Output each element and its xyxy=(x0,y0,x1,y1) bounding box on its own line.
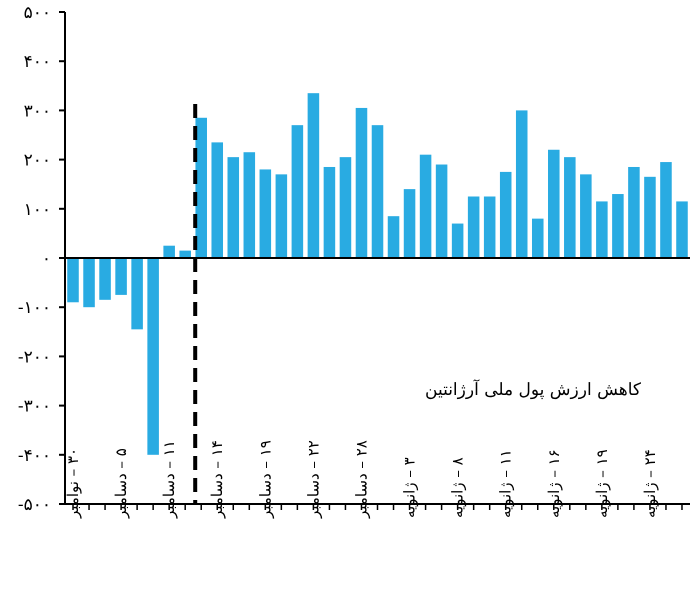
y-tick-label: -۴۰۰ xyxy=(18,446,51,466)
bar xyxy=(259,169,272,258)
bar xyxy=(339,157,352,258)
x-tick-label: ۳۰ – نوامبر xyxy=(64,448,82,519)
bar xyxy=(515,110,528,259)
bar xyxy=(179,250,191,258)
y-axis: ۵۰۰ ۴۰۰ ۳۰۰ ۲۰۰ ۱۰۰ ۰ -۱۰۰ -۲۰۰ -۳۰۰ -۴۰۰ -۵۰۰ xyxy=(18,3,66,515)
bar xyxy=(403,189,416,258)
x-tick-label: ۱۶ – ژانویه xyxy=(545,449,563,518)
bar xyxy=(147,258,159,455)
bar xyxy=(612,194,624,258)
y-tick-label: ۱۰۰ xyxy=(24,200,51,220)
bar xyxy=(163,245,175,258)
y-tick-label: ۲۰۰ xyxy=(24,151,51,171)
bar xyxy=(115,258,127,295)
y-tick-label: ۵۰۰ xyxy=(24,3,51,23)
bar xyxy=(195,117,207,258)
bar xyxy=(596,201,608,258)
bar xyxy=(676,201,688,258)
bar xyxy=(275,174,288,258)
bar xyxy=(131,258,143,330)
y-tick-label: -۲۰۰ xyxy=(18,347,51,367)
x-tick-label: ۱۹ – دسامبر xyxy=(256,440,274,519)
bar xyxy=(323,166,336,258)
bar xyxy=(291,125,304,258)
x-tick-label: ۱۹ – ژانویه xyxy=(593,449,611,518)
y-tick-label: -۳۰۰ xyxy=(18,397,51,417)
bar xyxy=(83,258,95,308)
event-annotation: کاهش ارزش پول ملی آرژانتین xyxy=(425,378,642,400)
bar xyxy=(531,218,544,258)
bar xyxy=(580,174,592,258)
bar xyxy=(307,93,320,259)
bar xyxy=(435,164,448,258)
x-tick-label: ۲۴ – ژانویه xyxy=(641,449,659,518)
event-marker: کاهش ارزش پول ملی آرژانتین xyxy=(193,104,642,504)
bar xyxy=(564,157,576,258)
bar xyxy=(243,152,256,258)
bars-group xyxy=(67,93,688,455)
bar xyxy=(628,166,640,258)
bar xyxy=(419,154,432,258)
y-tick-label: ۳۰۰ xyxy=(24,101,51,121)
y-tick-label: -۱۰۰ xyxy=(18,298,51,318)
bar xyxy=(499,171,512,258)
x-tick-label: ۵ – دسامبر xyxy=(112,448,130,519)
bar xyxy=(371,125,384,258)
y-tick-label: -۵۰۰ xyxy=(18,495,51,515)
bar xyxy=(211,142,224,258)
bar xyxy=(387,216,400,258)
bar xyxy=(467,196,480,258)
bar xyxy=(660,162,672,258)
bar xyxy=(227,157,240,258)
x-tick-label: ۳ – ژانویه xyxy=(401,457,419,518)
x-tick-label: ۱۱ – ژانویه xyxy=(497,449,515,518)
x-tick-label: ۱۱ – دسامبر xyxy=(160,440,178,519)
bar xyxy=(548,149,560,258)
x-tick-label: ۲۸ – دسامبر xyxy=(352,440,370,519)
bar xyxy=(67,258,79,303)
y-tick-label: ۰ xyxy=(42,249,51,269)
x-tick-label: ۸ – ژانویه xyxy=(449,457,467,518)
x-tick-label: ۲۲ – دسامبر xyxy=(304,440,322,519)
bar xyxy=(644,176,656,258)
bar xyxy=(483,196,496,258)
bar xyxy=(355,107,368,258)
x-axis: ۳۰ – نوامبر ۵ – دسامبر ۱۱ – دسامبر ۱۴ – دسا… xyxy=(64,257,690,519)
x-tick-label: ۱۴ – دسامبر xyxy=(208,440,226,519)
bar xyxy=(451,223,464,258)
y-tick-label: ۴۰۰ xyxy=(24,52,51,72)
bar xyxy=(99,258,111,300)
